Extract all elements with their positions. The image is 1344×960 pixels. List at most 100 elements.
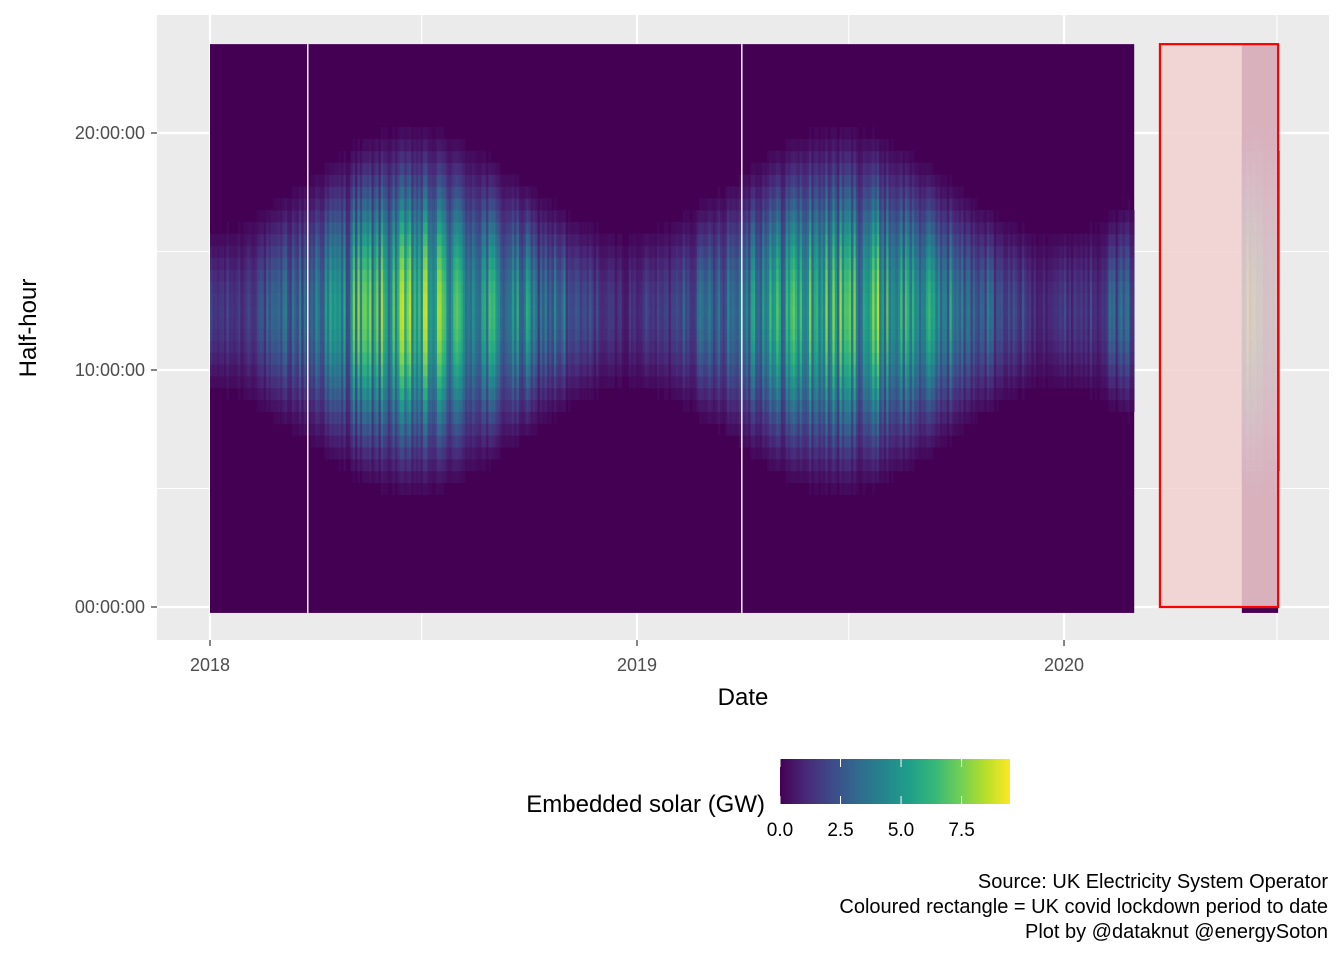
heatmap-cell — [701, 198, 704, 211]
heatmap-cell — [350, 458, 354, 472]
heatmap-cell — [322, 233, 325, 247]
heatmap-cell — [326, 435, 330, 448]
heatmap-cell — [235, 316, 239, 330]
heatmap-cell — [589, 375, 592, 389]
heatmap-cell — [570, 375, 573, 389]
heatmap-cell — [408, 304, 412, 318]
heatmap-cell — [371, 281, 375, 294]
heatmap-cell — [472, 328, 475, 341]
heatmap-cell — [390, 245, 393, 258]
heatmap-cell — [605, 257, 609, 270]
heatmap-cell — [432, 470, 435, 484]
heatmap-cell — [495, 411, 499, 424]
heatmap-cell — [596, 257, 599, 270]
heatmap-cell — [429, 458, 433, 472]
heatmap-cell — [226, 257, 230, 270]
heatmap-cell — [238, 292, 241, 306]
heatmap-cell — [249, 352, 253, 365]
heatmap-cell — [310, 292, 314, 306]
heatmap-cell — [408, 186, 412, 199]
heatmap-cell — [418, 364, 421, 377]
heatmap-cell — [462, 138, 466, 152]
heatmap-cell — [366, 447, 370, 460]
heatmap-cell — [537, 352, 541, 365]
heatmap-cell — [558, 304, 562, 318]
heatmap-cell — [682, 340, 686, 353]
heatmap-cell — [670, 281, 674, 294]
heatmap-cell — [724, 328, 728, 341]
heatmap-cell — [404, 174, 407, 187]
heatmap-cell — [284, 340, 288, 353]
heatmap-cell — [319, 245, 323, 258]
heatmap-cell — [460, 221, 463, 235]
heatmap-cell — [394, 411, 398, 424]
heatmap-cell — [319, 375, 323, 389]
heatmap-cell — [706, 245, 709, 258]
heatmap-cell — [675, 269, 679, 282]
heatmap-cell — [303, 281, 307, 294]
heatmap-cell — [233, 269, 237, 282]
heatmap-cell — [359, 150, 363, 164]
heatmap-cell — [617, 304, 620, 318]
heatmap-cell — [233, 304, 237, 318]
heatmap-cell — [296, 269, 300, 282]
heatmap-cell — [298, 399, 302, 412]
heatmap-cell — [507, 352, 510, 365]
heatmap-cell — [666, 269, 669, 282]
heatmap-cell — [231, 364, 234, 377]
heatmap-cell — [750, 304, 754, 318]
heatmap-cell — [411, 221, 414, 235]
heatmap-cell — [352, 257, 356, 270]
heatmap-cell — [436, 458, 440, 472]
heatmap-cell — [404, 257, 407, 270]
heatmap-cell — [303, 245, 307, 258]
heatmap-cell — [338, 447, 342, 460]
heatmap-cell — [465, 423, 468, 436]
heatmap-cell — [371, 328, 375, 341]
heatmap-cell — [312, 269, 316, 282]
heatmap-cell — [432, 198, 435, 211]
heatmap-cell — [450, 174, 454, 187]
heatmap-cell — [586, 316, 590, 330]
heatmap-cell — [691, 352, 695, 365]
heatmap-cell — [362, 411, 365, 424]
heatmap-cell — [247, 233, 251, 247]
heatmap-cell — [500, 281, 503, 294]
heatmap-cell — [563, 375, 566, 389]
heatmap-cell — [406, 352, 410, 365]
heatmap-cell — [687, 364, 690, 377]
heatmap-cell — [579, 387, 583, 401]
heatmap-cell — [715, 233, 719, 247]
heatmap-cell — [425, 138, 428, 152]
heatmap-cell — [509, 423, 513, 436]
heatmap-cell — [530, 292, 534, 306]
heatmap-cell — [355, 316, 358, 330]
heatmap-cell — [371, 210, 375, 223]
heatmap-cell — [647, 281, 651, 294]
heatmap-cell — [460, 411, 463, 424]
heatmap-cell — [270, 328, 274, 341]
heatmap-cell — [764, 375, 768, 389]
heatmap-cell — [745, 174, 749, 187]
heatmap-cell — [546, 387, 550, 401]
heatmap-cell — [582, 364, 585, 377]
heatmap-cell — [493, 387, 496, 401]
heatmap-cell — [252, 292, 255, 306]
heatmap-cell — [275, 364, 279, 377]
heatmap-cell — [696, 281, 700, 294]
heatmap-cell — [542, 411, 545, 424]
heatmap-cell — [308, 186, 311, 199]
heatmap-cell — [429, 447, 433, 460]
heatmap-cell — [530, 387, 534, 401]
heatmap-cell — [343, 210, 347, 223]
heatmap-cell — [474, 387, 478, 401]
heatmap-cell — [275, 210, 279, 223]
heatmap-cell — [275, 340, 279, 353]
heatmap-cell — [684, 210, 688, 223]
heatmap-cell — [755, 375, 758, 389]
heatmap-cell — [252, 340, 255, 353]
heatmap-cell — [486, 269, 489, 282]
heatmap-cell — [570, 364, 573, 377]
heatmap-cell — [394, 364, 398, 377]
heatmap-cell — [497, 162, 501, 175]
